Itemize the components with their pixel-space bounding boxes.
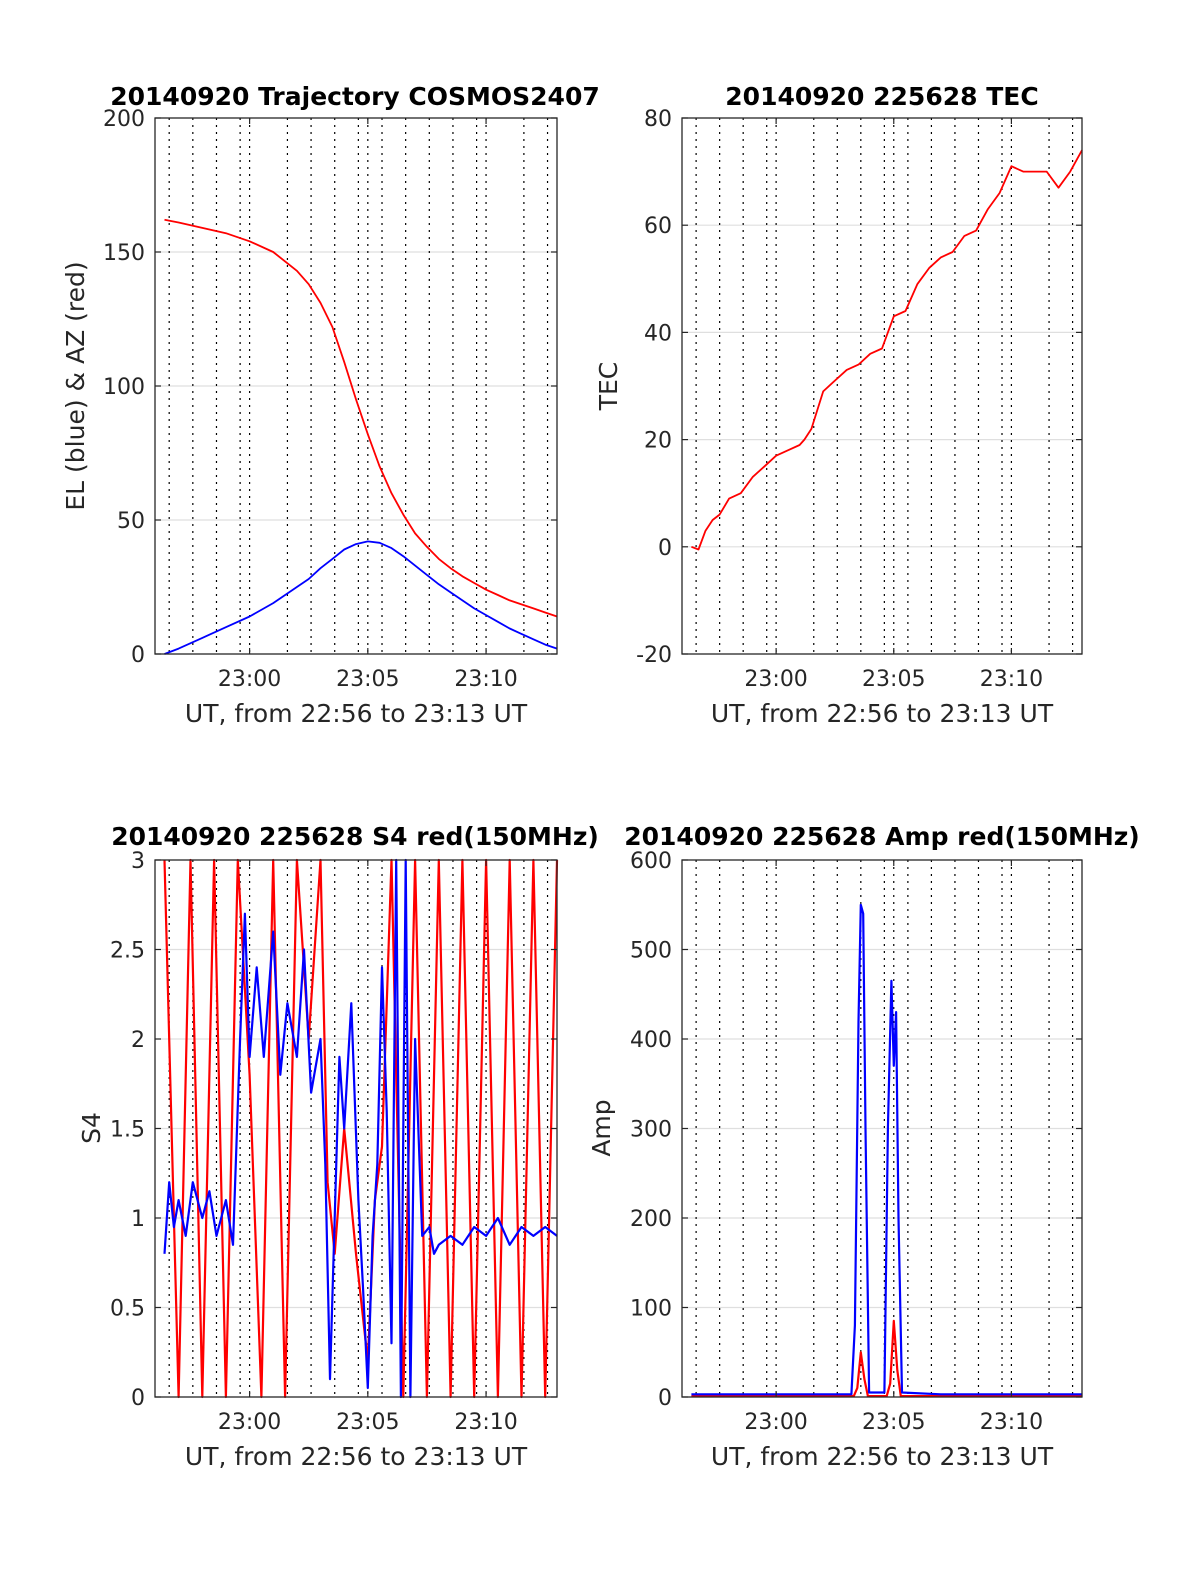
series-line-0	[163, 858, 559, 1399]
svg-text:UT, from 22:56 to 23:13 UT: UT, from 22:56 to 23:13 UT	[711, 699, 1054, 728]
x-tick-label: 23:10	[980, 1410, 1043, 1435]
y-tick-label: 0	[131, 643, 145, 668]
y-axis-label: EL (blue) & AZ (red)	[61, 261, 90, 510]
y-tick-label: 300	[630, 1118, 672, 1143]
y-tick-label: 100	[103, 375, 145, 400]
y-tick-label: 600	[630, 849, 672, 874]
chart-title: 20140920 Trajectory COSMOS2407	[110, 82, 600, 111]
y-tick-label: 20	[644, 429, 672, 454]
x-tick-label: 23:05	[336, 667, 399, 692]
x-axis-label: UT, from 22:56 to 23:13 UT	[185, 1442, 528, 1471]
x-tick-label: 23:10	[980, 667, 1043, 692]
x-tick-label: 23:05	[336, 1410, 399, 1435]
chart-s4: 20140920 225628 S4 red(150MHz) 0 0.5 1 1.5 2…	[77, 822, 599, 1471]
series-line-0	[691, 1319, 1082, 1398]
chart-trajectory: 20140920 Trajectory COSMOS2407 0 50 100 150…	[61, 82, 600, 728]
y-tick-label: 200	[103, 107, 145, 132]
y-tick-label: -20	[636, 643, 672, 668]
series-line-1	[164, 540, 558, 655]
x-tick-label: 23:10	[454, 667, 517, 692]
chart-tec: 20140920 225628 TEC -20 0 20 40 60 80 23:00 23:…	[594, 82, 1083, 728]
y-tick-label: 500	[630, 939, 672, 964]
y-tick-label: 0.5	[110, 1297, 145, 1322]
plot-frame	[681, 117, 1083, 655]
chart-title: 20140920 225628 S4 red(150MHz)	[111, 822, 599, 851]
svg-text:UT, from 22:56 to 23:13 UT: UT, from 22:56 to 23:13 UT	[185, 1442, 528, 1471]
y-tick-label: 1.5	[110, 1118, 145, 1143]
svg-text:TEC: TEC	[594, 362, 623, 412]
y-tick-label: 50	[117, 509, 145, 534]
x-axis-label: UT, from 22:56 to 23:13 UT	[711, 699, 1054, 728]
y-tick-label: 0	[658, 536, 672, 561]
series-line-0	[691, 149, 1083, 551]
y-tick-label: 3	[131, 849, 145, 874]
x-axis-label: UT, from 22:56 to 23:13 UT	[185, 699, 528, 728]
svg-text:UT, from 22:56 to 23:13 UT: UT, from 22:56 to 23:13 UT	[185, 699, 528, 728]
y-tick-label: 2	[131, 1028, 145, 1053]
y-tick-label: 40	[644, 321, 672, 346]
x-axis-label: UT, from 22:56 to 23:13 UT	[711, 1442, 1054, 1471]
svg-text:Amp: Amp	[587, 1099, 616, 1156]
x-tick-label: 23:10	[454, 1410, 517, 1435]
y-tick-label: 0	[658, 1386, 672, 1411]
y-tick-label: 400	[630, 1028, 672, 1053]
x-tick-label: 23:00	[218, 667, 281, 692]
svg-text:S4: S4	[77, 1112, 106, 1144]
x-tick-label: 23:05	[862, 1410, 925, 1435]
x-tick-label: 23:00	[744, 667, 807, 692]
x-tick-label: 23:05	[862, 667, 925, 692]
chart-title: 20140920 225628 Amp red(150MHz)	[624, 822, 1140, 851]
chart-title: 20140920 225628 TEC	[725, 82, 1038, 111]
svg-text:EL (blue) & AZ (red): EL (blue) & AZ (red)	[61, 261, 90, 510]
chart-amp: 20140920 225628 Amp red(150MHz) 0 100 200 3…	[587, 822, 1140, 1471]
y-tick-label: 60	[644, 214, 672, 239]
svg-text:UT, from 22:56 to 23:13 UT: UT, from 22:56 to 23:13 UT	[711, 1442, 1054, 1471]
y-tick-label: 0	[131, 1386, 145, 1411]
x-tick-label: 23:00	[744, 1410, 807, 1435]
y-tick-label: 200	[630, 1207, 672, 1232]
y-tick-label: 150	[103, 241, 145, 266]
y-tick-label: 2.5	[110, 939, 145, 964]
y-axis-label: Amp	[587, 1099, 616, 1156]
y-tick-label: 100	[630, 1297, 672, 1322]
series-line-0	[164, 218, 558, 618]
x-tick-label: 23:00	[218, 1410, 281, 1435]
y-tick-label: 1	[131, 1207, 145, 1232]
y-axis-label: S4	[77, 1112, 106, 1144]
y-axis-label: TEC	[594, 362, 623, 412]
series-line-1	[163, 858, 558, 1399]
series-line-1	[691, 903, 1082, 1396]
y-tick-label: 80	[644, 107, 672, 132]
